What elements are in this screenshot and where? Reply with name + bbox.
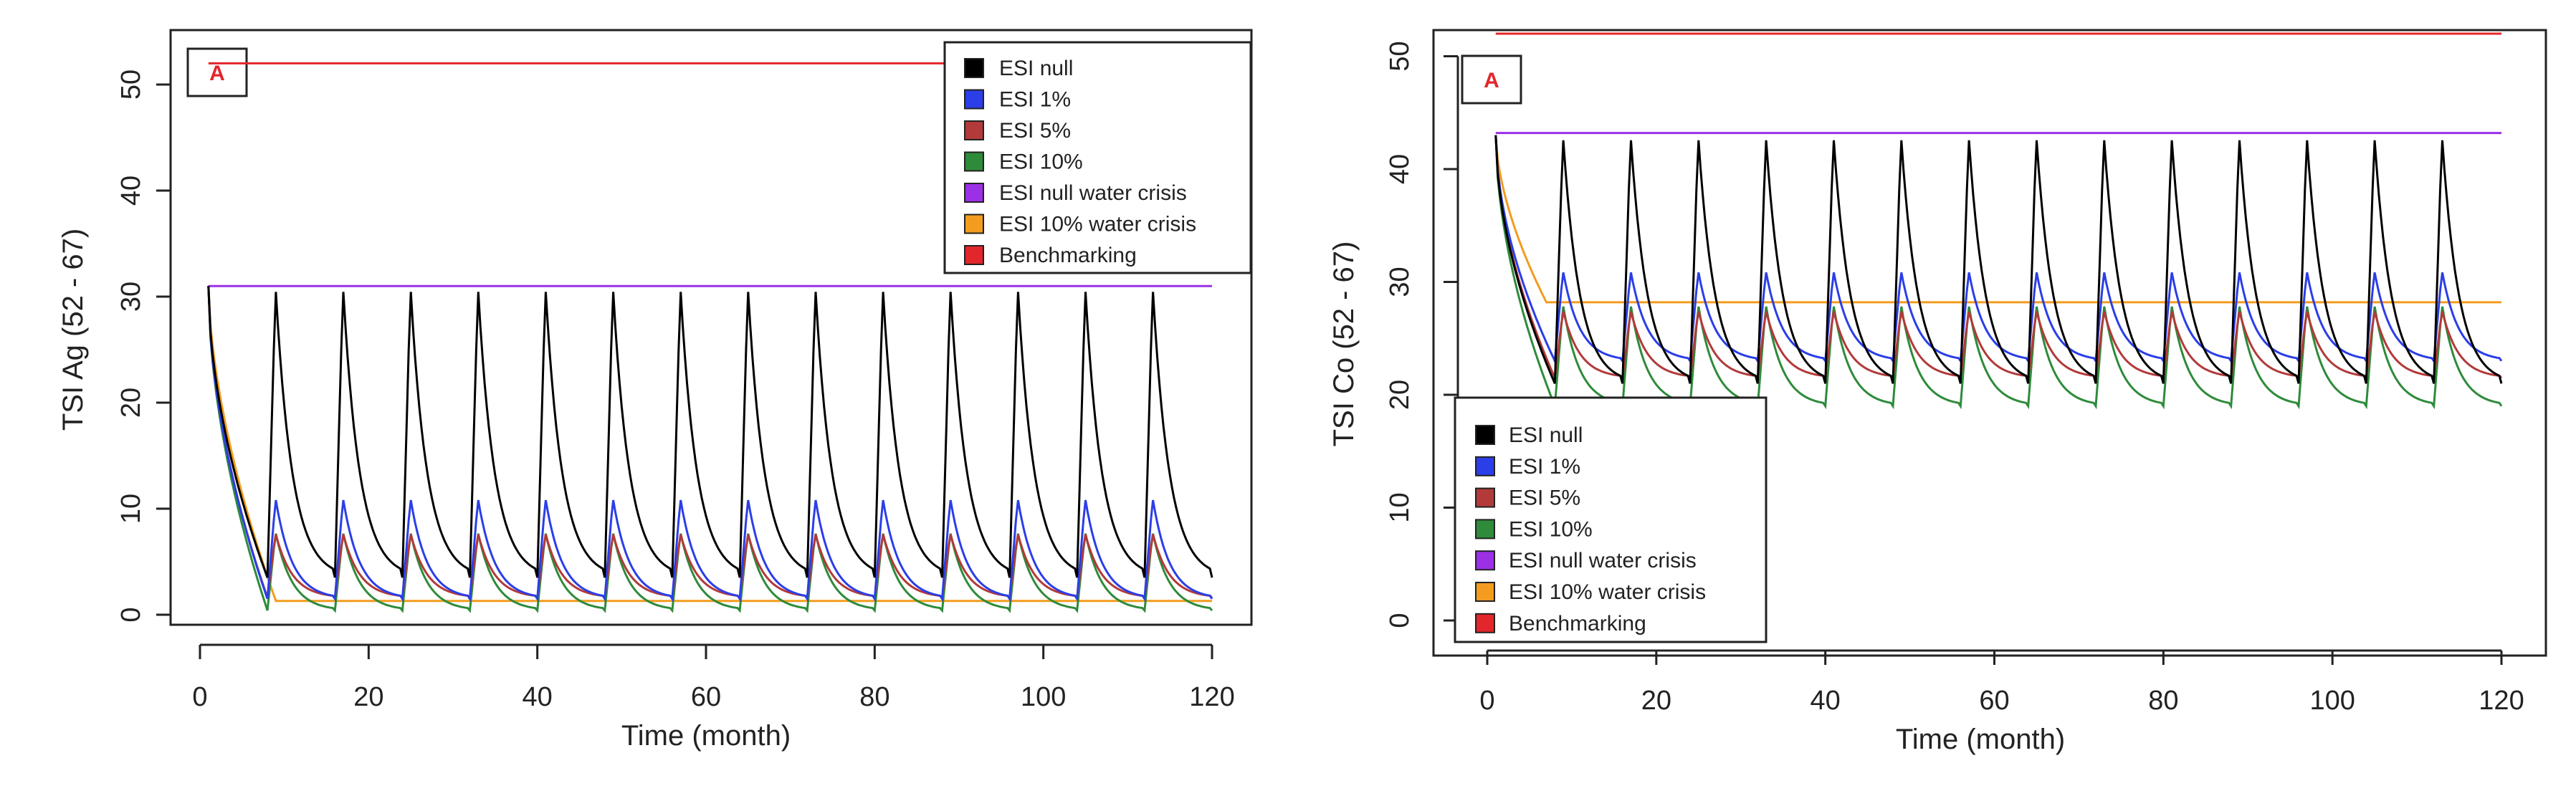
panel-label: A — [1484, 69, 1499, 92]
legend-entry: ESI 5% — [999, 119, 1071, 143]
x-tick-label: 0 — [1479, 686, 1494, 716]
legend-entry: ESI null — [1509, 423, 1583, 447]
series-line-esi-1- — [207, 286, 1213, 603]
panel-co: A 0 20 40 60 80 100 120 0 10 20 30 40 50 Time (month… — [1328, 29, 2547, 755]
legend-entry: ESI 10% water crisis — [999, 213, 1196, 236]
panel-ag: A 0 20 40 60 80 100 120 0 10 20 30 40 50 Time (month… — [57, 29, 1253, 752]
legend-entry: ESI null water crisis — [999, 181, 1187, 205]
x-tick-label: 80 — [859, 682, 889, 712]
legend-swatch — [1475, 456, 1495, 476]
series-line-esi-5- — [1494, 135, 2503, 383]
series-line-esi-1- — [1494, 135, 2503, 365]
y-tick-label: 30 — [116, 282, 146, 312]
legend-entry: ESI null water crisis — [1509, 549, 1697, 572]
series-line-esi-10-water-crisis — [207, 286, 1212, 603]
legend-entry: ESI 1% — [1509, 455, 1580, 479]
legend-box — [1454, 396, 1768, 643]
legend-entry: ESI 1% — [999, 88, 1071, 112]
legend-swatch — [964, 120, 984, 140]
series-line-esi-null — [207, 286, 1213, 578]
legend-entry: ESI 10% — [1509, 517, 1593, 541]
y-tick-label: 0 — [1385, 613, 1415, 628]
legend-entry: Benchmarking — [1509, 612, 1646, 636]
panel-label-box — [186, 47, 248, 97]
panel-label: A — [209, 62, 225, 85]
y-tick-label: 0 — [116, 607, 146, 622]
legend-entry: ESI 10% water crisis — [1509, 580, 1706, 604]
series-line-esi-null — [1494, 135, 2503, 384]
y-axis-title: TSI Ag (52 - 67) — [57, 229, 89, 431]
legend-swatch — [1475, 425, 1495, 445]
axis-layer: 0 20 40 60 80 100 120 0 10 20 30 40 50 — [116, 69, 1235, 712]
legend: ESI null ESI 1% ESI 5% ESI 10% ESI null wate… — [943, 41, 1252, 274]
y-tick-label: 20 — [1385, 380, 1415, 410]
legend-swatch — [964, 245, 984, 265]
x-axis-title: Time (month) — [1896, 724, 2065, 755]
x-tick-label: 40 — [523, 682, 553, 712]
legend: ESI null ESI 1% ESI 5% ESI 10% ESI null wate… — [1454, 396, 1768, 643]
x-tick-label: 100 — [2309, 686, 2355, 716]
plot-frame — [1432, 29, 2547, 657]
y-tick-label: 10 — [116, 494, 146, 524]
series-line-esi-10- — [207, 286, 1213, 613]
x-tick-label: 60 — [1979, 686, 2009, 716]
y-tick-label: 50 — [116, 69, 146, 100]
series-layer — [1494, 32, 2503, 410]
x-tick-label: 20 — [1641, 686, 1671, 716]
legend-swatch — [964, 183, 984, 203]
x-tick-label: 40 — [1811, 686, 1841, 716]
legend-swatch — [1475, 582, 1495, 602]
series-line-esi-10-water-crisis — [1494, 135, 2501, 304]
x-tick-label: 120 — [2479, 686, 2524, 716]
legend-entry: ESI 10% — [999, 150, 1083, 174]
y-tick-label: 40 — [116, 176, 146, 206]
legend-entry: ESI null — [999, 57, 1073, 80]
y-tick-label: 40 — [1385, 154, 1415, 184]
axis-layer: 0 20 40 60 80 100 120 0 10 20 30 40 50 — [1385, 41, 2524, 716]
legend-swatch — [964, 89, 984, 110]
x-tick-label: 60 — [691, 682, 721, 712]
series-line-esi-5- — [207, 286, 1213, 600]
legend-swatch — [1475, 550, 1495, 571]
panel-label-box — [1461, 54, 1522, 105]
x-tick-label: 80 — [2148, 686, 2178, 716]
legend-box — [943, 41, 1252, 274]
y-tick-label: 50 — [1385, 41, 1415, 71]
legend-swatch — [964, 214, 984, 234]
legend-swatch — [1475, 613, 1495, 633]
series-line-esi-10- — [1494, 135, 2503, 410]
y-tick-label: 20 — [116, 388, 146, 418]
x-tick-label: 120 — [1189, 682, 1234, 712]
x-tick-label: 100 — [1021, 682, 1066, 712]
legend-swatch — [964, 151, 984, 172]
x-tick-label: 20 — [353, 682, 383, 712]
y-tick-label: 30 — [1385, 267, 1415, 297]
x-axis-title: Time (month) — [621, 720, 791, 752]
y-axis-title: TSI Co (52 - 67) — [1328, 241, 1360, 447]
x-tick-label: 0 — [192, 682, 207, 712]
legend-swatch — [1475, 487, 1495, 508]
legend-entry: ESI 5% — [1509, 486, 1580, 510]
legend-swatch — [964, 58, 984, 78]
y-tick-label: 10 — [1385, 492, 1415, 522]
legend-entry: Benchmarking — [999, 244, 1137, 267]
legend-swatch — [1475, 519, 1495, 540]
